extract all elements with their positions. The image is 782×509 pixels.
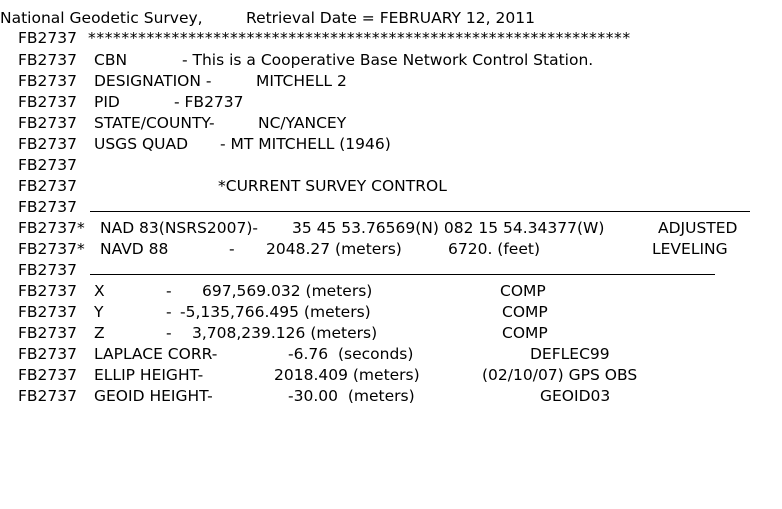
agency-name: National Geodetic Survey, xyxy=(0,9,203,27)
divider-rule xyxy=(90,274,715,275)
blank-line: FB2737 xyxy=(0,155,77,176)
navd88-meters: 2048.27 (meters) xyxy=(266,240,402,258)
pid-prefix: FB2737 xyxy=(18,93,77,111)
navd88-datum: NAVD 88 xyxy=(100,240,169,258)
usgs-quad-line: FB2737 USGS QUAD - MT MITCHELL (1946) xyxy=(0,134,391,155)
laplace-value: -6.76 (seconds) xyxy=(288,345,414,363)
ellip-source: (02/10/07) GPS OBS xyxy=(482,366,638,384)
x-line: FB2737 X - 697,569.032 (meters) COMP xyxy=(0,281,546,302)
pid-prefix: FB2737 xyxy=(18,198,77,216)
laplace-key: LAPLACE CORR- xyxy=(94,345,218,363)
z-value: 3,708,239.126 (meters) xyxy=(192,324,378,342)
pid-prefix: FB2737 xyxy=(18,387,77,405)
pid-prefix: FB2737 xyxy=(18,72,77,90)
usgs-quad-key: USGS QUAD xyxy=(94,135,189,153)
pid-key: PID xyxy=(94,93,120,111)
navd88-line: FB2737* NAVD 88 - 2048.27 (meters) 6720.… xyxy=(0,239,728,260)
y-dash: - xyxy=(166,303,172,321)
ellip-height-line: FB2737 ELLIP HEIGHT- 2018.409 (meters) (… xyxy=(0,365,637,386)
navd88-feet: 6720. (feet) xyxy=(448,240,541,258)
nad83-datum: NAD 83(NSRS2007)- xyxy=(100,219,258,237)
nad83-line: FB2737* NAD 83(NSRS2007)- 35 45 53.76569… xyxy=(0,218,738,239)
nad83-coords: 35 45 53.76569(N) 082 15 54.34377(W) xyxy=(292,219,605,237)
divider-rule xyxy=(90,211,750,212)
nad83-status: ADJUSTED xyxy=(658,219,738,237)
section-title-line: FB2737 *CURRENT SURVEY CONTROL xyxy=(0,176,447,197)
z-axis: Z xyxy=(94,324,105,342)
pid-prefix: FB2737 xyxy=(18,114,77,132)
laplace-line: FB2737 LAPLACE CORR- -6.76 (seconds) DEF… xyxy=(0,344,610,365)
star-divider: ****************************************… xyxy=(88,29,631,47)
x-axis: X xyxy=(94,282,105,300)
pid-line: FB2737 PID - FB2737 xyxy=(0,92,244,113)
rule-line-bottom: FB2737 xyxy=(0,260,77,281)
cbn-key: CBN xyxy=(94,51,128,69)
y-source: COMP xyxy=(502,303,548,321)
ellip-key: ELLIP HEIGHT- xyxy=(94,366,204,384)
pid-prefix: FB2737 xyxy=(18,324,77,342)
section-title: *CURRENT SURVEY CONTROL xyxy=(218,177,447,195)
designation-key: DESIGNATION - xyxy=(94,72,212,90)
z-line: FB2737 Z - 3,708,239.126 (meters) COMP xyxy=(0,323,548,344)
retrieval-date: Retrieval Date = FEBRUARY 12, 2011 xyxy=(246,9,535,27)
designation-value: MITCHELL 2 xyxy=(256,72,347,90)
rule-line-top: FB2737 xyxy=(0,197,77,218)
pid-prefix: FB2737 xyxy=(18,282,77,300)
y-axis: Y xyxy=(94,303,104,321)
pid-prefix: FB2737 xyxy=(18,345,77,363)
datasheet: National Geodetic Survey, Retrieval Date… xyxy=(0,8,750,407)
z-source: COMP xyxy=(502,324,548,342)
ellip-value: 2018.409 (meters) xyxy=(274,366,420,384)
cbn-line: FB2737 CBN - This is a Cooperative Base … xyxy=(0,50,593,71)
pid-prefix: FB2737 xyxy=(18,51,77,69)
nad83-prefix: FB2737* xyxy=(18,219,85,237)
y-value: -5,135,766.495 (meters) xyxy=(180,303,371,321)
header-line: National Geodetic Survey, Retrieval Date… xyxy=(0,8,535,29)
pid-prefix: FB2737 xyxy=(18,261,77,279)
geoid-key: GEOID HEIGHT- xyxy=(94,387,213,405)
geoid-value: -30.00 (meters) xyxy=(288,387,415,405)
stars-line: FB2737 *********************************… xyxy=(0,28,630,49)
navd88-status: LEVELING xyxy=(652,240,728,258)
navd88-dash: - xyxy=(229,240,235,258)
state-county-key: STATE/COUNTY- xyxy=(94,114,215,132)
x-value: 697,569.032 (meters) xyxy=(202,282,373,300)
laplace-source: DEFLEC99 xyxy=(530,345,610,363)
state-county-line: FB2737 STATE/COUNTY- NC/YANCEY xyxy=(0,113,346,134)
pid-prefix: FB2737 xyxy=(18,366,77,384)
pid-prefix: FB2737 xyxy=(18,177,77,195)
usgs-quad-value: - MT MITCHELL (1946) xyxy=(220,135,391,153)
cbn-text: - This is a Cooperative Base Network Con… xyxy=(182,51,594,69)
x-source: COMP xyxy=(500,282,546,300)
z-dash: - xyxy=(166,324,172,342)
geoid-source: GEOID03 xyxy=(540,387,611,405)
y-line: FB2737 Y - -5,135,766.495 (meters) COMP xyxy=(0,302,548,323)
pid-value: - FB2737 xyxy=(174,93,244,111)
pid-prefix: FB2737 xyxy=(18,156,77,174)
navd88-prefix: FB2737* xyxy=(18,240,85,258)
geoid-height-line: FB2737 GEOID HEIGHT- -30.00 (meters) GEO… xyxy=(0,386,610,407)
x-dash: - xyxy=(166,282,172,300)
pid-prefix: FB2737 xyxy=(18,135,77,153)
pid-prefix: FB2737 xyxy=(18,303,77,321)
designation-line: FB2737 DESIGNATION - MITCHELL 2 xyxy=(0,71,347,92)
state-county-value: NC/YANCEY xyxy=(258,114,347,132)
pid-prefix: FB2737 xyxy=(18,29,77,47)
